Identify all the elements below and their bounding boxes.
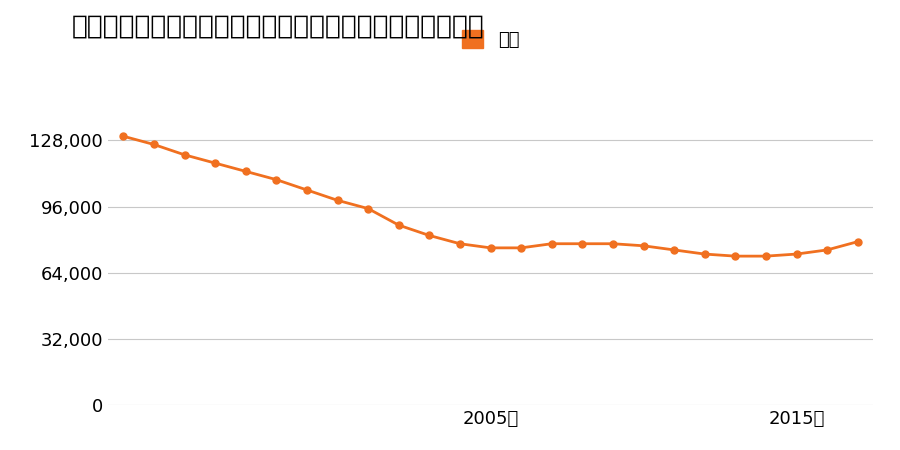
Legend: 価格: 価格 [454, 22, 526, 56]
Text: 宮城県仙台市青葉区小松島１丁目１１９番９外の地価推移: 宮城県仙台市青葉区小松島１丁目１１９番９外の地価推移 [72, 14, 485, 40]
